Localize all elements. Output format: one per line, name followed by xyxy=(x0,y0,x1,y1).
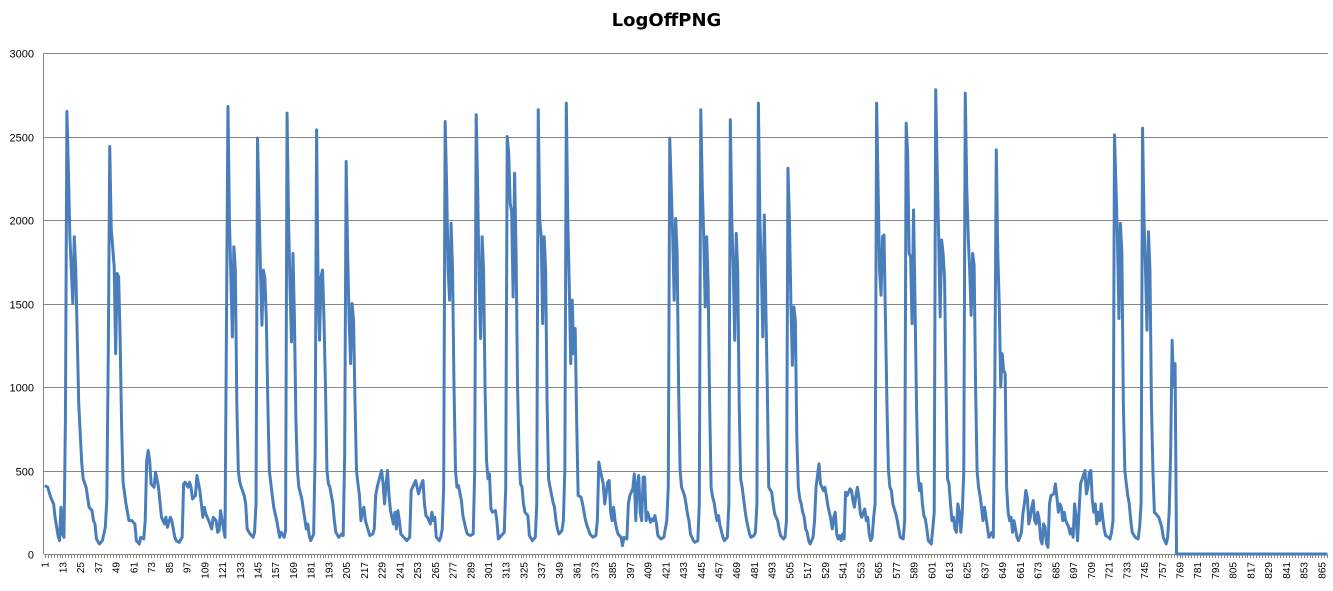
x-tick-label: 25 xyxy=(76,562,87,574)
x-tick-label: 193 xyxy=(324,562,335,579)
x-tick-label: 769 xyxy=(1176,562,1187,579)
x-tick-label: 373 xyxy=(590,562,601,579)
x-tick-label: 757 xyxy=(1158,562,1169,579)
x-tick-label: 13 xyxy=(58,562,69,574)
x-tick-label: 265 xyxy=(431,562,442,579)
x-tick-label: 1 xyxy=(41,562,52,568)
x-tick-label: 637 xyxy=(980,562,991,579)
x-tick-label: 49 xyxy=(112,562,123,574)
x-tick-label: 733 xyxy=(1122,562,1133,579)
x-tick-label: 721 xyxy=(1105,562,1116,579)
chart-title: LogOffPNG xyxy=(611,10,722,31)
x-tick-label: 469 xyxy=(732,562,743,579)
x-tick-label: 481 xyxy=(750,562,761,579)
x-tick-label: 409 xyxy=(644,562,655,579)
x-tick-label: 337 xyxy=(537,562,548,579)
x-tick-label: 85 xyxy=(165,562,176,574)
x-tick-label: 709 xyxy=(1087,562,1098,579)
x-tick-label: 241 xyxy=(395,562,406,579)
x-tick-label: 433 xyxy=(679,562,690,579)
x-tick-label: 37 xyxy=(94,562,105,574)
x-tick-label: 505 xyxy=(785,562,796,579)
x-tick-label: 781 xyxy=(1193,562,1204,579)
x-tick-label: 97 xyxy=(183,562,194,574)
y-tick-label: 1500 xyxy=(10,300,34,312)
x-tick-label: 145 xyxy=(254,562,265,579)
x-tick-label: 73 xyxy=(147,562,158,574)
x-tick-label: 553 xyxy=(856,562,867,579)
x-tick-label: 517 xyxy=(803,562,814,579)
y-tick-label: 2000 xyxy=(10,216,34,228)
x-tick-label: 565 xyxy=(874,562,885,579)
x-tick-label: 229 xyxy=(378,562,389,579)
x-tick-label: 217 xyxy=(360,562,371,579)
x-tick-label: 529 xyxy=(821,562,832,579)
x-tick-label: 457 xyxy=(715,562,726,579)
x-tick-label: 133 xyxy=(236,562,247,579)
x-tick-label: 313 xyxy=(502,562,513,579)
x-tick-label: 829 xyxy=(1264,562,1275,579)
x-tick-label: 253 xyxy=(413,562,424,579)
x-tick-label: 421 xyxy=(661,562,672,579)
x-tick-label: 805 xyxy=(1229,562,1240,579)
x-tick-label: 817 xyxy=(1246,562,1257,579)
x-tick-label: 349 xyxy=(555,562,566,579)
y-tick-label: 1000 xyxy=(10,383,34,395)
x-tick-label: 385 xyxy=(608,562,619,579)
x-tick-label: 289 xyxy=(466,562,477,579)
x-tick-label: 397 xyxy=(626,562,637,579)
x-tick-label: 277 xyxy=(449,562,460,579)
x-tick-label: 361 xyxy=(573,562,584,579)
x-tick-label: 613 xyxy=(945,562,956,579)
x-tick-label: 649 xyxy=(998,562,1009,579)
x-axis-tick-labels: 1 13 25 37 49 61 73 85 97 109 121 133 145 157 169 181 19… xyxy=(41,562,1329,579)
x-tick-label: 121 xyxy=(218,562,229,579)
x-tick-label: 301 xyxy=(484,562,495,579)
x-tick-label: 625 xyxy=(963,562,974,579)
x-tick-label: 493 xyxy=(768,562,779,579)
x-tick-label: 661 xyxy=(1016,562,1027,579)
series-line xyxy=(44,88,1328,556)
x-tick-label: 601 xyxy=(927,562,938,579)
x-tick-label: 673 xyxy=(1034,562,1045,579)
x-tick-label: 541 xyxy=(839,562,850,579)
y-tick-label: 500 xyxy=(16,467,34,479)
y-axis-tick-labels: 0 500 1000 1500 2000 2500 3000 xyxy=(10,49,34,562)
x-tick-label: 169 xyxy=(289,562,300,579)
x-tick-label: 445 xyxy=(697,562,708,579)
x-tick-label: 853 xyxy=(1300,562,1311,579)
x-tick-label: 745 xyxy=(1140,562,1151,579)
x-tick-label: 685 xyxy=(1051,562,1062,579)
y-tick-label: 2500 xyxy=(10,133,34,145)
x-tick-label: 577 xyxy=(892,562,903,579)
x-tick-label: 589 xyxy=(910,562,921,579)
x-tick-label: 697 xyxy=(1069,562,1080,579)
x-tick-label: 61 xyxy=(129,562,140,574)
x-tick-label: 793 xyxy=(1211,562,1222,579)
x-tick-label: 157 xyxy=(271,562,282,579)
x-tick-label: 325 xyxy=(519,562,530,579)
x-tick-label: 181 xyxy=(307,562,318,579)
x-tick-label: 841 xyxy=(1282,562,1293,579)
series-line-layer xyxy=(44,88,1328,556)
x-tick-label: 109 xyxy=(200,562,211,579)
x-tick-label: 865 xyxy=(1317,562,1328,579)
y-tick-label: 0 xyxy=(28,550,34,562)
x-tick-label: 205 xyxy=(342,562,353,579)
y-tick-label: 3000 xyxy=(10,49,34,61)
